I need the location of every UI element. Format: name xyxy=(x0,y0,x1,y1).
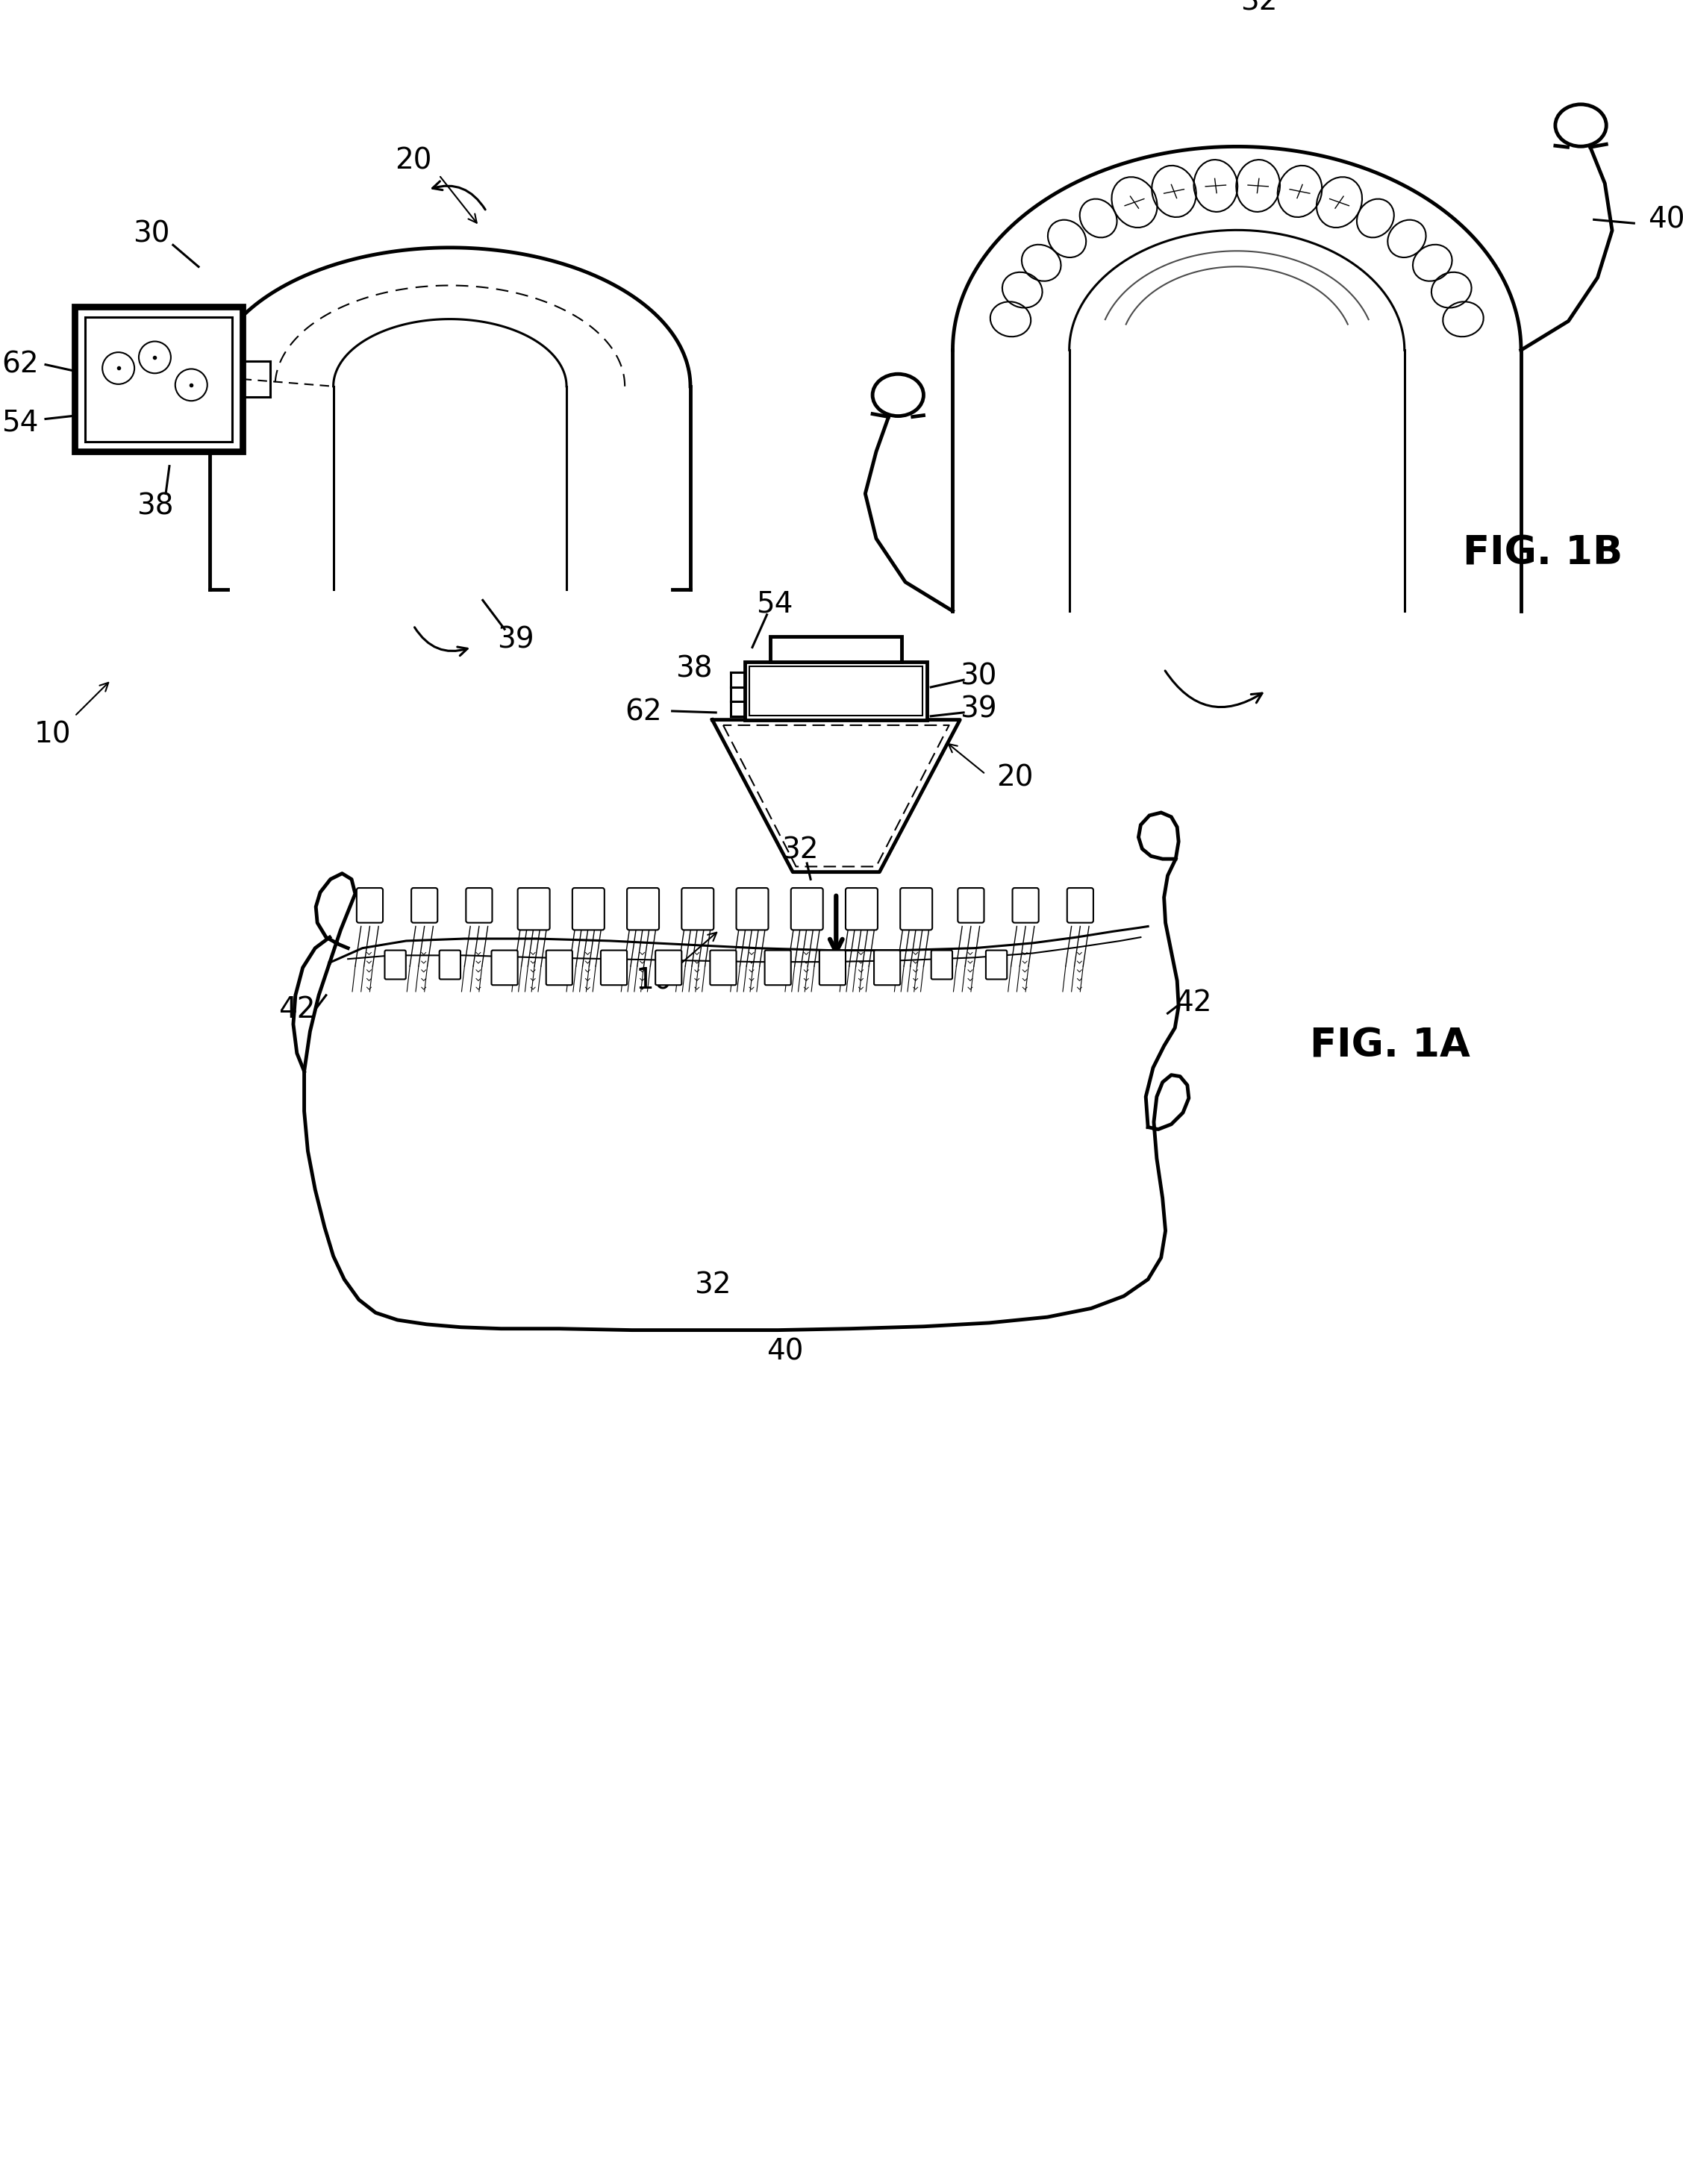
Text: 42: 42 xyxy=(1175,989,1212,1016)
Text: 62: 62 xyxy=(624,699,661,727)
FancyBboxPatch shape xyxy=(900,889,932,930)
FancyBboxPatch shape xyxy=(791,889,823,930)
FancyBboxPatch shape xyxy=(518,889,550,930)
Text: 32: 32 xyxy=(781,836,818,865)
Text: 54: 54 xyxy=(756,590,793,618)
FancyBboxPatch shape xyxy=(385,950,406,978)
FancyBboxPatch shape xyxy=(466,889,491,922)
Text: 10: 10 xyxy=(34,721,71,749)
FancyBboxPatch shape xyxy=(735,889,769,930)
Text: 30: 30 xyxy=(959,662,996,690)
Text: 30: 30 xyxy=(133,221,170,249)
Bar xyxy=(84,317,232,441)
Text: 40: 40 xyxy=(1648,205,1683,234)
Text: 38: 38 xyxy=(675,655,712,684)
Text: 42: 42 xyxy=(278,996,315,1024)
FancyBboxPatch shape xyxy=(655,950,682,985)
FancyBboxPatch shape xyxy=(491,950,518,985)
FancyBboxPatch shape xyxy=(601,950,628,985)
FancyBboxPatch shape xyxy=(439,950,461,978)
FancyBboxPatch shape xyxy=(958,889,985,922)
FancyBboxPatch shape xyxy=(931,950,953,978)
Text: 39: 39 xyxy=(959,695,996,723)
FancyBboxPatch shape xyxy=(1067,889,1094,922)
FancyBboxPatch shape xyxy=(628,889,660,930)
FancyBboxPatch shape xyxy=(873,950,900,985)
Text: FIG. 1B: FIG. 1B xyxy=(1463,533,1622,572)
FancyBboxPatch shape xyxy=(710,950,735,985)
FancyBboxPatch shape xyxy=(357,889,384,922)
FancyBboxPatch shape xyxy=(820,950,845,985)
Text: 39: 39 xyxy=(496,627,534,655)
Text: FIG. 1A: FIG. 1A xyxy=(1309,1026,1469,1066)
FancyBboxPatch shape xyxy=(411,889,438,922)
Bar xyxy=(749,666,922,716)
Text: 20: 20 xyxy=(996,764,1033,793)
FancyBboxPatch shape xyxy=(1013,889,1038,922)
FancyBboxPatch shape xyxy=(682,889,714,930)
FancyBboxPatch shape xyxy=(986,950,1006,978)
Text: 40: 40 xyxy=(767,1337,803,1365)
Text: 38: 38 xyxy=(136,491,173,520)
Bar xyxy=(74,306,242,452)
Bar xyxy=(771,636,902,662)
Bar xyxy=(746,662,927,721)
FancyBboxPatch shape xyxy=(845,889,877,930)
Text: 62: 62 xyxy=(2,349,39,378)
FancyBboxPatch shape xyxy=(764,950,791,985)
Text: 32: 32 xyxy=(693,1271,730,1299)
Polygon shape xyxy=(1138,812,1178,858)
Text: 54: 54 xyxy=(2,408,39,437)
FancyBboxPatch shape xyxy=(545,950,572,985)
FancyBboxPatch shape xyxy=(572,889,604,930)
Text: 10: 10 xyxy=(636,968,673,996)
Text: 32: 32 xyxy=(1240,0,1277,15)
Text: 20: 20 xyxy=(396,146,433,175)
